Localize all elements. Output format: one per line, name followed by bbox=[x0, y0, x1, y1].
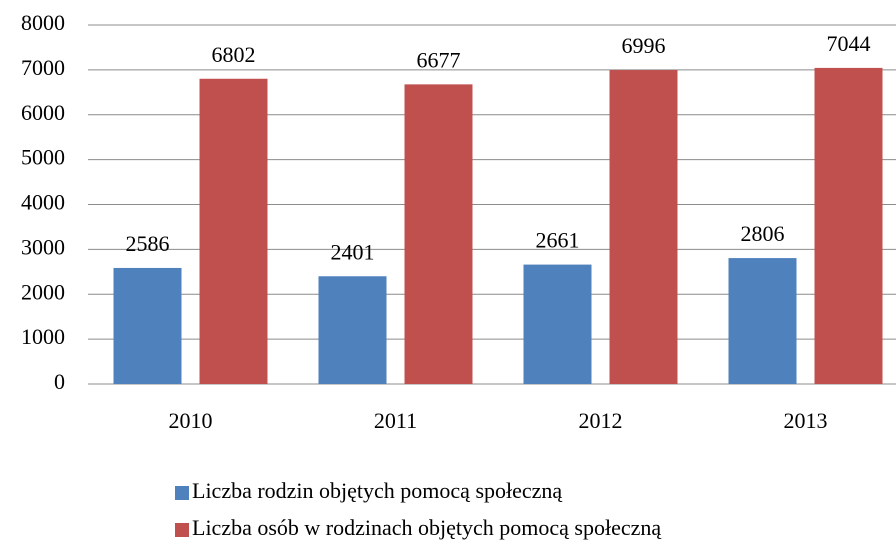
x-tick-label: 2010 bbox=[169, 408, 213, 433]
y-tick-label: 8000 bbox=[21, 10, 65, 35]
legend-swatch bbox=[175, 523, 189, 537]
bar bbox=[404, 84, 473, 384]
bar bbox=[113, 267, 182, 384]
y-tick-label: 3000 bbox=[21, 234, 65, 259]
bar bbox=[728, 258, 797, 384]
legend-label: Liczba osób w rodzinach objętych pomocą … bbox=[192, 515, 661, 540]
data-label: 6996 bbox=[622, 33, 666, 58]
bar bbox=[318, 276, 387, 384]
y-tick-label: 4000 bbox=[21, 190, 65, 215]
x-tick-label: 2013 bbox=[784, 408, 828, 433]
data-label: 2661 bbox=[536, 228, 580, 253]
y-tick-label: 6000 bbox=[21, 100, 65, 125]
data-label: 7044 bbox=[827, 31, 871, 56]
data-label: 2806 bbox=[741, 221, 785, 246]
data-label: 2586 bbox=[126, 231, 170, 256]
bar bbox=[199, 78, 268, 384]
bar bbox=[609, 70, 678, 384]
bar bbox=[523, 264, 592, 384]
bar bbox=[814, 67, 883, 384]
legend-swatch bbox=[175, 486, 189, 500]
y-tick-label: 5000 bbox=[21, 145, 65, 170]
data-label: 2401 bbox=[331, 239, 375, 264]
y-tick-label: 1000 bbox=[21, 324, 65, 349]
x-tick-label: 2012 bbox=[579, 408, 623, 433]
y-tick-label: 2000 bbox=[21, 279, 65, 304]
data-label: 6802 bbox=[212, 42, 256, 67]
legend-label: Liczba rodzin objętych pomocą społeczną bbox=[192, 478, 562, 503]
x-tick-label: 2011 bbox=[374, 408, 417, 433]
y-tick-label: 0 bbox=[54, 369, 65, 394]
y-tick-label: 7000 bbox=[21, 55, 65, 80]
data-label: 6677 bbox=[417, 47, 461, 72]
